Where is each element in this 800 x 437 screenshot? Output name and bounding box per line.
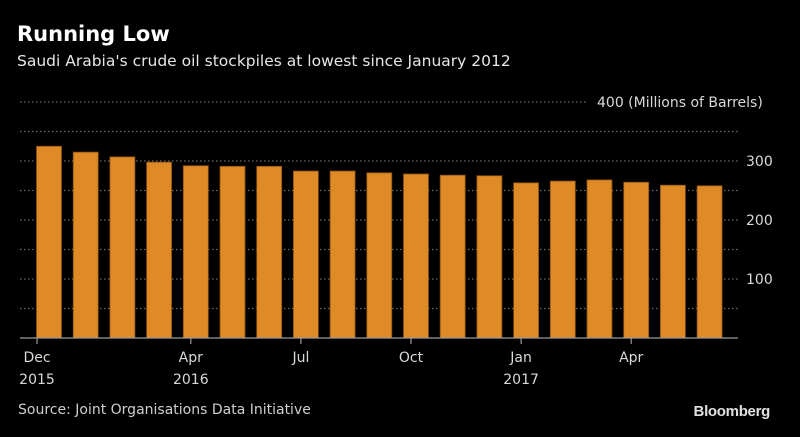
bar xyxy=(549,180,576,339)
x-tick-year-label: 2017 xyxy=(503,372,539,388)
bars xyxy=(36,145,723,339)
bar xyxy=(292,170,319,339)
x-tick-label: Apr xyxy=(619,350,643,366)
source-note: Source: Joint Organisations Data Initiat… xyxy=(18,402,311,418)
bar xyxy=(696,185,723,339)
y-axis-labels: 400 (Millions of Barrels) 300 200 100 xyxy=(597,95,773,288)
y-tick-label: 300 xyxy=(746,154,773,170)
bar xyxy=(623,181,650,339)
chart-title: Running Low xyxy=(17,22,170,46)
x-axis-labels: Dec 2015 Apr 2016 Jul Oct Jan 2017 Apr xyxy=(19,350,643,388)
bar xyxy=(109,156,136,339)
x-tick-year-label: 2016 xyxy=(173,372,209,388)
x-tick-label: Jan xyxy=(509,350,532,366)
bar xyxy=(182,165,209,339)
bar xyxy=(586,179,613,339)
x-tick-label: Dec xyxy=(23,350,50,366)
y-tick-label: 400 (Millions of Barrels) xyxy=(597,95,763,111)
bar xyxy=(476,175,503,339)
chart-subtitle: Saudi Arabia's crude oil stockpiles at l… xyxy=(17,52,511,70)
bar xyxy=(329,170,356,339)
bar xyxy=(403,173,429,339)
bar xyxy=(366,172,393,339)
bar xyxy=(36,145,62,339)
bar xyxy=(72,151,99,339)
bar xyxy=(439,174,466,339)
x-tick-label: Apr xyxy=(179,350,203,366)
bar xyxy=(513,182,539,339)
y-tick-label: 100 xyxy=(746,272,773,288)
y-tick-label: 200 xyxy=(746,213,773,229)
bar xyxy=(219,165,246,339)
bar xyxy=(146,161,173,339)
x-tick-year-label: 2015 xyxy=(19,372,55,388)
bar xyxy=(256,165,283,339)
x-axis xyxy=(20,337,738,344)
x-tick-label: Jul xyxy=(291,350,309,366)
bloomberg-logo: Bloomberg xyxy=(693,403,771,420)
bar xyxy=(660,184,686,339)
x-tick-label: Oct xyxy=(399,350,424,366)
gridlines xyxy=(20,101,738,310)
